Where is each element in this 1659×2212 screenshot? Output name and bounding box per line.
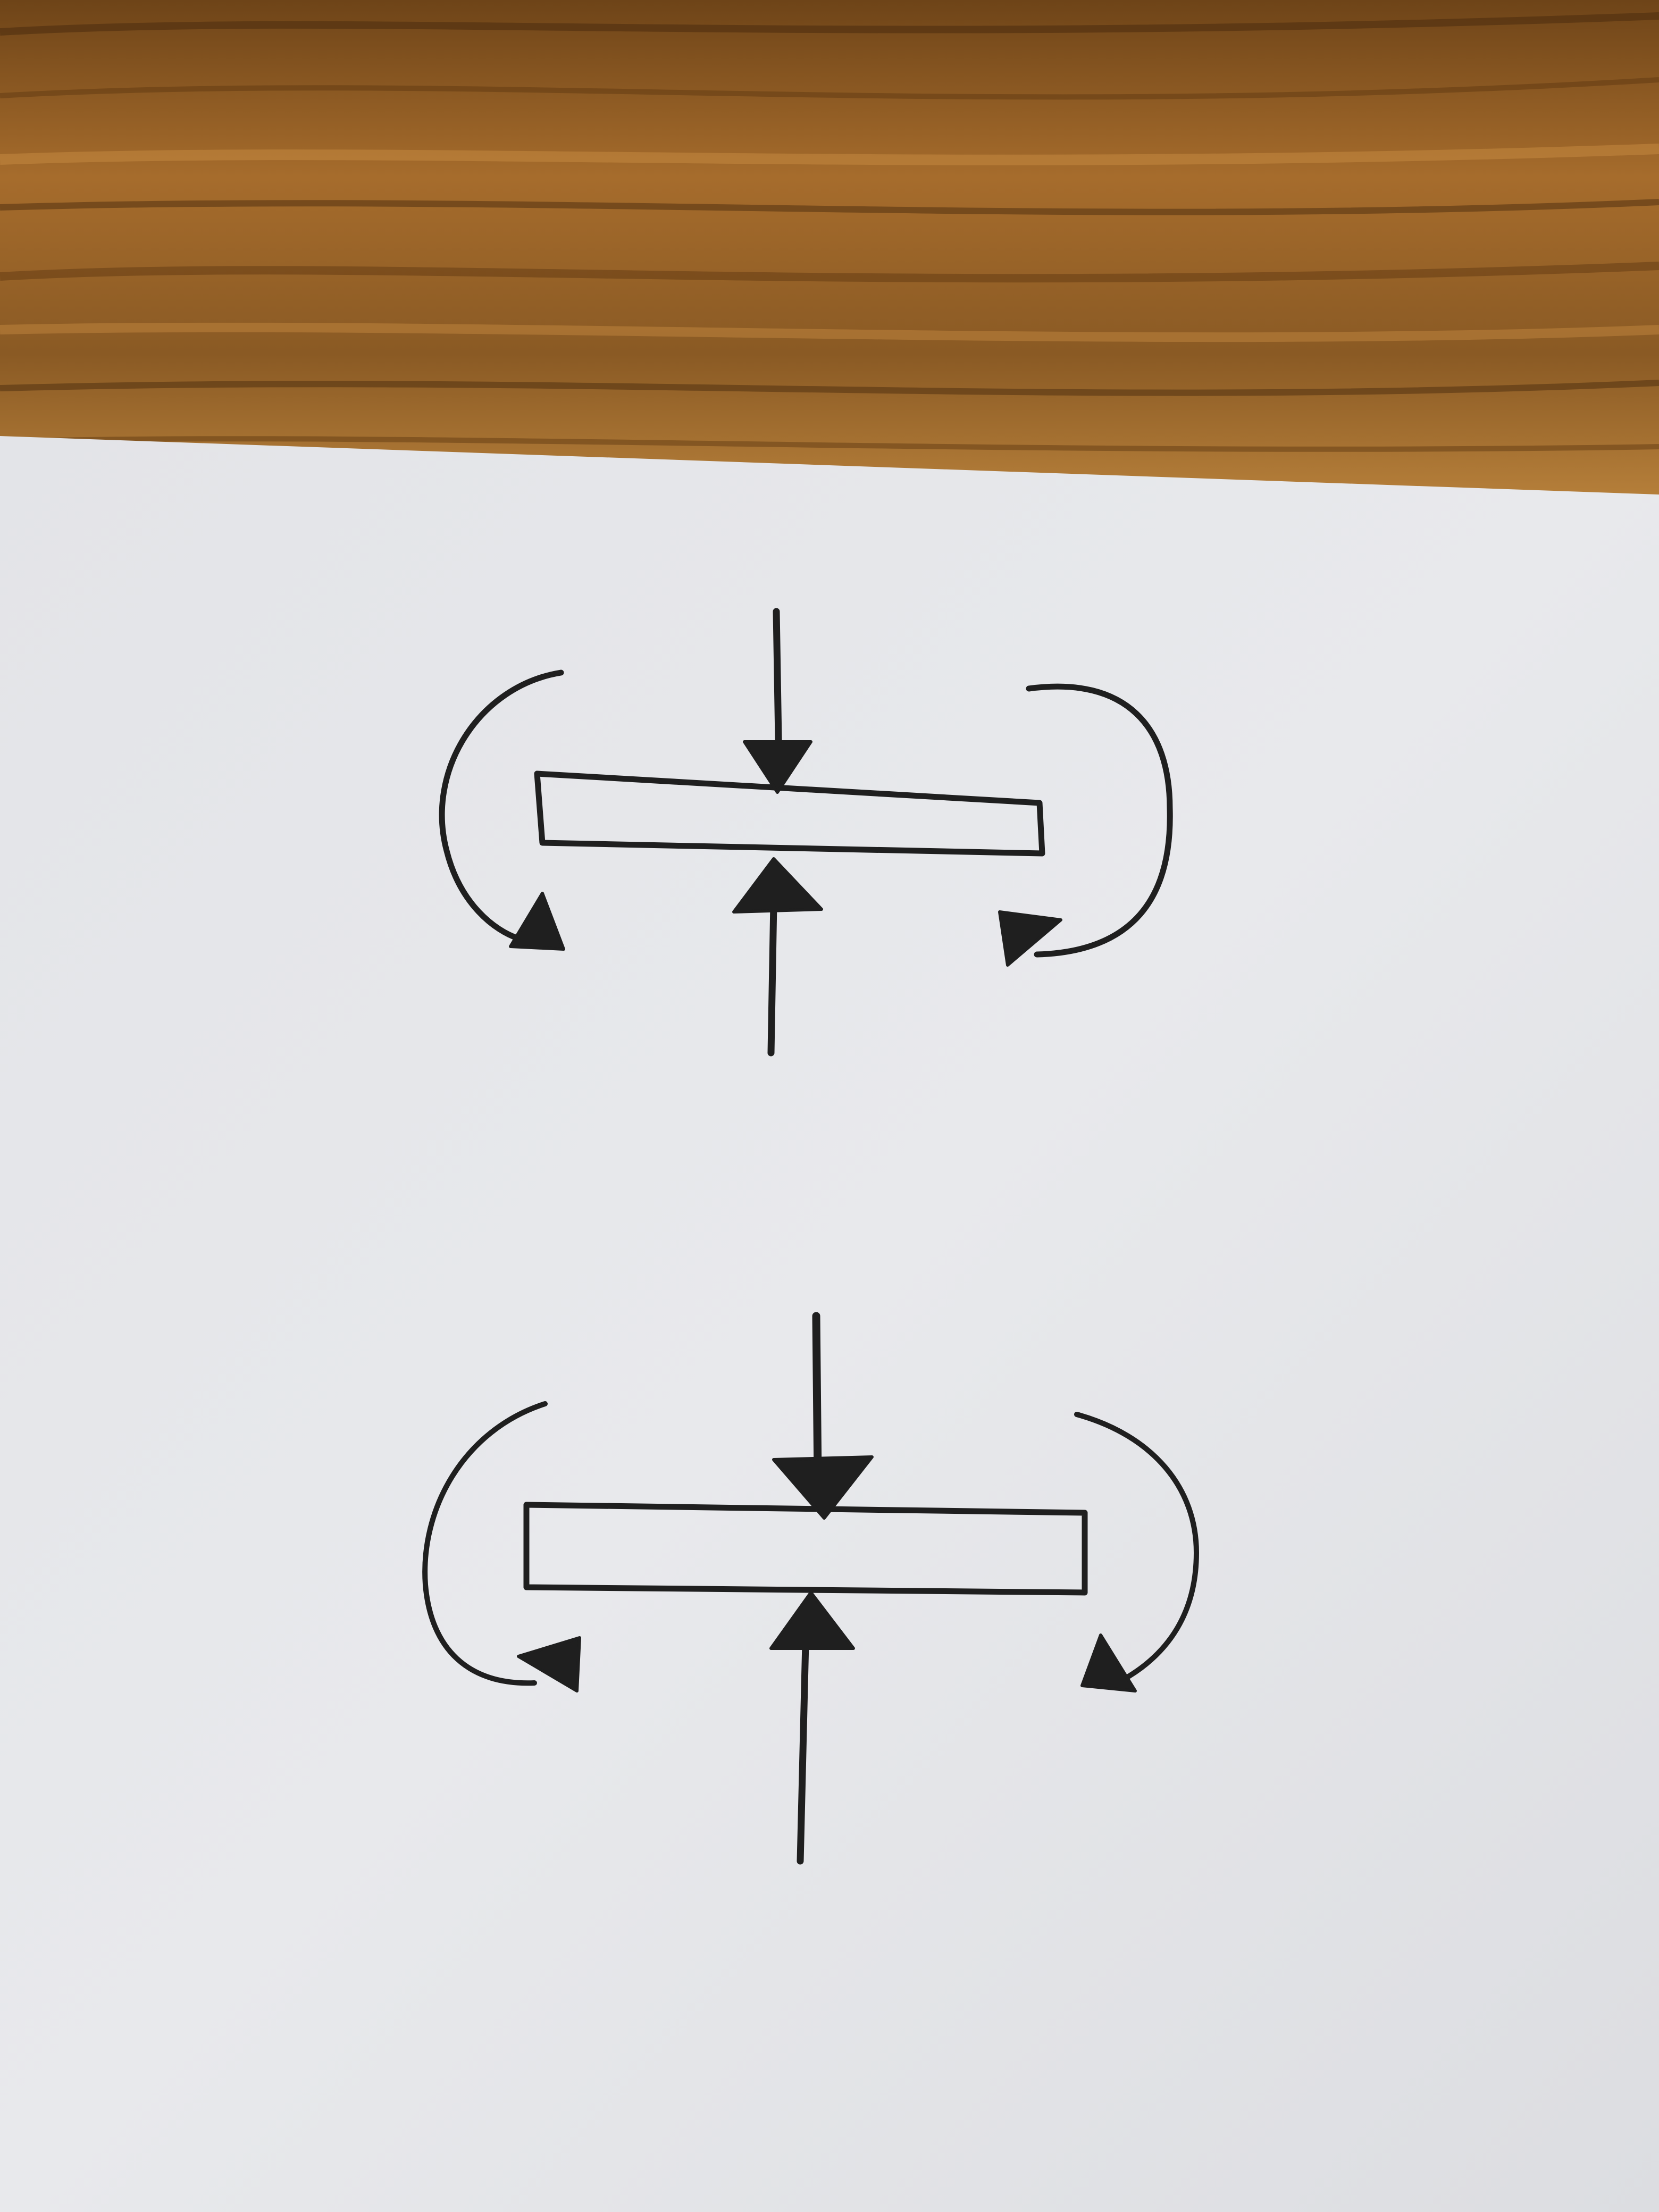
arrowhead-down-top — [743, 740, 812, 794]
arrowhead-up-top — [732, 857, 823, 914]
moment-arrow-left-bottom — [422, 1401, 548, 1686]
beam-diagram-bottom — [422, 1312, 1199, 1865]
axial-arrow-down-bottom — [812, 1312, 822, 1482]
beam-rect-bottom — [523, 1502, 1088, 1596]
arrowhead-down-bottom — [772, 1455, 874, 1520]
beam-diagram-top — [439, 608, 1173, 1057]
moment-arrow-left-top — [439, 669, 564, 942]
moment-arrow-right-bottom — [1074, 1412, 1199, 1683]
arrowhead-moment-right-bottom — [1080, 1633, 1137, 1692]
axial-arrow-up-bottom — [797, 1639, 809, 1865]
wood-table — [0, 0, 1659, 505]
arrowhead-moment-left-top — [509, 892, 565, 951]
arrowhead-moment-left-bottom — [517, 1636, 581, 1692]
moment-arrow-right-top — [1026, 683, 1173, 958]
paper-sheet — [0, 436, 1659, 2212]
axial-arrow-up-top — [767, 900, 777, 1057]
arrowhead-moment-right-top — [998, 910, 1062, 967]
arrowhead-up-bottom — [769, 1591, 855, 1650]
beam-rect-top — [534, 770, 1045, 857]
